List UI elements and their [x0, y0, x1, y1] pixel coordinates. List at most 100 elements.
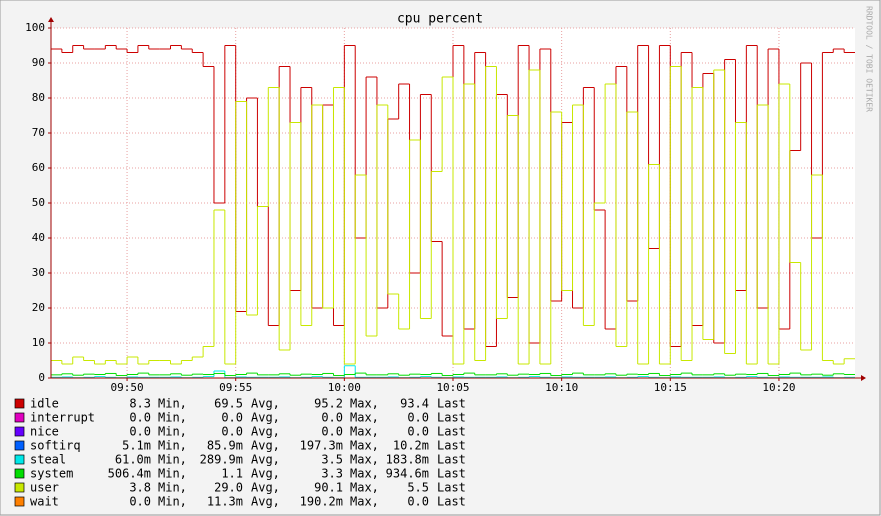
- legend-stat-label: Min,: [158, 495, 187, 509]
- y-tick-label: 60: [32, 161, 45, 174]
- y-tick-label: 0: [38, 371, 45, 384]
- legend-stat-label: Avg,: [251, 453, 280, 467]
- legend-stat-label: Last: [437, 467, 466, 481]
- legend-swatch: [14, 440, 25, 451]
- legend-name: interrupt: [30, 411, 95, 425]
- y-tick-label: 100: [25, 21, 45, 34]
- legend-stat-label: Last: [437, 453, 466, 467]
- legend-stat: 11.3m: [207, 495, 243, 509]
- x-tick-label: 10:10: [545, 381, 578, 394]
- legend-stat-label: Avg,: [251, 439, 280, 453]
- legend-stat-label: Min,: [158, 439, 187, 453]
- legend-stat-label: Avg,: [251, 411, 280, 425]
- legend-stat: 0.0: [129, 411, 151, 425]
- legend-stat: 5.5: [407, 481, 429, 495]
- legend-stat-label: Last: [437, 425, 466, 439]
- legend-stat: 0.0: [221, 425, 243, 439]
- legend-stat: 0.0: [129, 495, 151, 509]
- chart-title: cpu percent: [397, 12, 483, 27]
- legend-stat-label: Last: [437, 495, 466, 509]
- legend-stat-label: Min,: [158, 453, 187, 467]
- y-tick-label: 40: [32, 231, 45, 244]
- legend-stat: 85.9m: [207, 439, 243, 453]
- legend-stat-label: Max,: [350, 481, 379, 495]
- legend-swatch: [14, 468, 25, 479]
- legend-stat-label: Avg,: [251, 495, 280, 509]
- x-tick-label: 09:55: [219, 381, 252, 394]
- legend-stat: 190.2m: [300, 495, 343, 509]
- legend-stat: 69.5: [214, 397, 243, 411]
- legend-name: system: [30, 467, 73, 481]
- legend-stat-label: Last: [437, 411, 466, 425]
- y-tick-label: 90: [32, 56, 45, 69]
- y-tick-label: 30: [32, 266, 45, 279]
- legend-name: softirq: [30, 439, 81, 453]
- legend-stat-label: Min,: [158, 411, 187, 425]
- y-tick-label: 80: [32, 91, 45, 104]
- y-tick-label: 50: [32, 196, 45, 209]
- legend-stat: 506.4m: [108, 467, 151, 481]
- x-tick-label: 10:20: [762, 381, 795, 394]
- axes: [48, 17, 866, 381]
- legend-stat: 61.0m: [115, 453, 151, 467]
- legend-stat: 29.0: [214, 481, 243, 495]
- y-tick-label: 20: [32, 301, 45, 314]
- legend-name: wait: [30, 495, 59, 509]
- legend-swatch: [14, 398, 25, 409]
- legend-stat-label: Last: [437, 439, 466, 453]
- legend-stat: 0.0: [221, 411, 243, 425]
- legend-stat-label: Max,: [350, 467, 379, 481]
- legend-stat-label: Min,: [158, 481, 187, 495]
- legend-stat-label: Max,: [350, 495, 379, 509]
- legend-stat-label: Min,: [158, 467, 187, 481]
- legend-stat: 934.6m: [386, 467, 429, 481]
- legend-stat: 93.4: [400, 397, 429, 411]
- legend-stat: 3.5: [321, 453, 343, 467]
- legend-stat: 0.0: [407, 495, 429, 509]
- legend-stat: 90.1: [314, 481, 343, 495]
- legend-stat-label: Last: [437, 397, 466, 411]
- watermark: RRDTOOL / TOBI OETIKER: [865, 6, 874, 112]
- x-axis-arrow: [861, 375, 866, 381]
- legend-stat: 1.1: [221, 467, 243, 481]
- x-tick-label: 10:00: [328, 381, 361, 394]
- legend-stat-label: Min,: [158, 425, 187, 439]
- legend-stat: 95.2: [314, 397, 343, 411]
- legend-stat-label: Max,: [350, 411, 379, 425]
- legend-name: steal: [30, 453, 66, 467]
- legend-stat: 0.0: [407, 425, 429, 439]
- legend-name: user: [30, 481, 59, 495]
- x-tick-label: 09:50: [110, 381, 143, 394]
- x-tick-label: 10:05: [436, 381, 469, 394]
- legend-stat-label: Last: [437, 481, 466, 495]
- y-tick-label: 70: [32, 126, 45, 139]
- legend-stat: 3.3: [321, 467, 343, 481]
- legend-stat-label: Avg,: [251, 467, 280, 481]
- y-tick-label: 10: [32, 336, 45, 349]
- legend-stat: 3.8: [129, 481, 151, 495]
- legend-stat-label: Max,: [350, 425, 379, 439]
- x-tick-label: 10:15: [654, 381, 687, 394]
- legend-stat: 197.3m: [300, 439, 343, 453]
- legend: idle 8.3 Min, 69.5 Avg, 95.2 Max, 93.4 Last inter…: [14, 397, 466, 509]
- legend-stat-label: Max,: [350, 439, 379, 453]
- legend-stat: 0.0: [407, 411, 429, 425]
- legend-stat: 289.9m: [200, 453, 243, 467]
- legend-stat: 0.0: [129, 425, 151, 439]
- legend-swatch: [14, 496, 25, 507]
- legend-stat: 10.2m: [393, 439, 429, 453]
- plot-marks: [51, 45, 855, 379]
- legend-swatch: [14, 454, 25, 465]
- legend-name: nice: [30, 425, 59, 439]
- legend-swatch: [14, 412, 25, 423]
- legend-stat: 8.3: [129, 397, 151, 411]
- legend-stat-label: Avg,: [251, 481, 280, 495]
- legend-stat: 5.1m: [122, 439, 151, 453]
- legend-swatch: [14, 426, 25, 437]
- legend-stat-label: Avg,: [251, 397, 280, 411]
- legend-stat-label: Avg,: [251, 425, 280, 439]
- legend-stat: 0.0: [321, 411, 343, 425]
- legend-stat: 183.8m: [386, 453, 429, 467]
- legend-stat-label: Min,: [158, 397, 187, 411]
